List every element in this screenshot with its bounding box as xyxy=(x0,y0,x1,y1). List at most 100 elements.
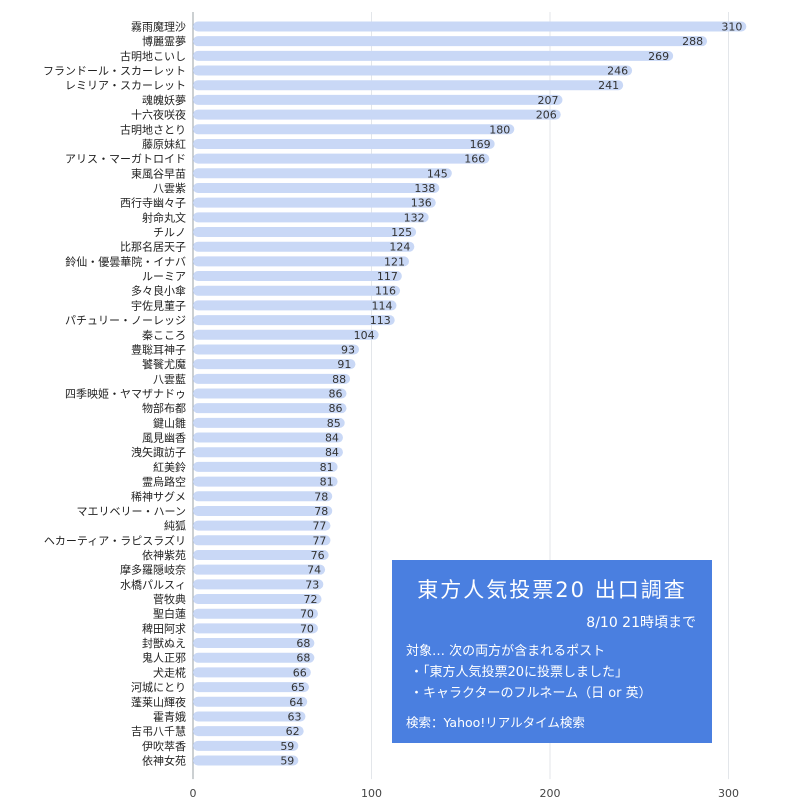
category-label: 依神紫苑 xyxy=(142,548,186,562)
bar xyxy=(193,80,624,91)
value-label: 91 xyxy=(337,358,351,371)
bar xyxy=(193,667,311,678)
info-search: 検索：Yahoo!リアルタイム検索 xyxy=(406,715,585,730)
bar xyxy=(193,344,360,355)
category-label: 純狐 xyxy=(164,519,186,533)
category-label: 霧雨魔理沙 xyxy=(131,20,186,34)
category-label: 射命丸文 xyxy=(142,210,186,224)
category-label: 西行寺幽々子 xyxy=(120,197,186,210)
value-label: 86 xyxy=(329,388,343,401)
category-label: ルーミア xyxy=(142,270,186,283)
value-label: 81 xyxy=(320,476,334,489)
bar xyxy=(193,417,345,428)
bar xyxy=(193,491,333,502)
value-label: 66 xyxy=(293,666,307,679)
category-label: 古明地こいし xyxy=(120,50,186,63)
value-label: 64 xyxy=(289,696,303,709)
value-label: 206 xyxy=(536,109,557,122)
value-label: 78 xyxy=(314,505,328,518)
category-label: 宇佐見菫子 xyxy=(131,298,186,312)
value-label: 104 xyxy=(354,329,375,342)
value-label: 269 xyxy=(648,50,669,63)
bar xyxy=(193,740,299,751)
category-label: 聖白蓮 xyxy=(153,607,186,621)
category-label: 魂魄妖夢 xyxy=(142,93,186,107)
value-label: 84 xyxy=(325,446,339,459)
category-label: パチュリー・ノーレッジ xyxy=(65,314,186,327)
value-label: 246 xyxy=(607,65,628,78)
value-label: 63 xyxy=(287,710,301,723)
category-label: 稗田阿求 xyxy=(142,621,186,635)
bar xyxy=(193,315,395,326)
value-label: 117 xyxy=(377,270,398,283)
info-condition: 対象… 次の両方が含まれるポスト xyxy=(406,644,606,659)
value-label: 288 xyxy=(682,35,703,48)
category-label: 八雲紫 xyxy=(153,182,186,195)
category-label: 古明地さとり xyxy=(120,123,186,136)
value-label: 72 xyxy=(304,593,318,606)
bar xyxy=(193,212,429,223)
category-label: 四季映姫・ヤマザナドゥ xyxy=(65,387,186,401)
value-label: 88 xyxy=(332,373,346,386)
category-label: 風見幽香 xyxy=(142,432,186,445)
value-label: 145 xyxy=(427,167,448,180)
value-label: 68 xyxy=(296,637,310,650)
bar xyxy=(193,549,329,560)
category-label: 封獣ぬえ xyxy=(142,636,186,650)
value-label: 132 xyxy=(404,211,425,224)
category-label: 河城にとり xyxy=(131,681,186,694)
bar xyxy=(193,564,326,575)
category-label: 稀神サグメ xyxy=(131,489,186,503)
bar xyxy=(193,638,315,649)
category-label: 博麗霊夢 xyxy=(142,35,186,48)
bar xyxy=(193,388,347,399)
category-label: 十六夜咲夜 xyxy=(131,108,186,122)
category-label: 豊聡耳神子 xyxy=(131,342,186,356)
value-label: 166 xyxy=(464,153,485,166)
value-label: 207 xyxy=(537,94,558,107)
value-label: 77 xyxy=(312,534,326,547)
bar xyxy=(193,94,563,105)
info-title: 東方人気投票20 出口調査 xyxy=(417,578,687,602)
category-label: ヘカーティア・ラピスラズリ xyxy=(44,533,186,547)
bar xyxy=(193,65,633,76)
value-label: 62 xyxy=(286,725,300,738)
category-label: 吉弔八千慧 xyxy=(131,724,186,738)
category-label: 洩矢諏訪子 xyxy=(131,445,186,459)
bar xyxy=(193,652,315,663)
category-label: 藤原妹紅 xyxy=(142,138,186,151)
bar xyxy=(193,608,318,619)
value-label: 114 xyxy=(371,299,392,312)
category-label: 秦こころ xyxy=(142,328,186,342)
bar xyxy=(193,594,322,605)
bar xyxy=(193,50,674,61)
bar xyxy=(193,241,415,252)
bar xyxy=(193,197,436,208)
bar xyxy=(193,182,440,193)
category-label: 鈴仙・優曇華院・イナバ xyxy=(65,254,186,268)
value-label: 81 xyxy=(320,461,334,474)
bar xyxy=(193,520,331,531)
value-label: 113 xyxy=(370,314,391,327)
category-label: フランドール・スカーレット xyxy=(43,65,186,78)
value-label: 59 xyxy=(280,755,294,768)
value-label: 138 xyxy=(414,182,435,195)
value-label: 70 xyxy=(300,622,314,635)
bar xyxy=(193,535,331,546)
bar xyxy=(193,447,343,458)
bar xyxy=(193,138,495,149)
value-label: 310 xyxy=(721,21,742,34)
bar xyxy=(193,461,338,472)
bar xyxy=(193,256,409,267)
category-label: 鍵山雛 xyxy=(153,416,186,430)
category-label: 蓬莱山輝夜 xyxy=(131,695,186,709)
bar xyxy=(193,711,306,722)
category-label: 霊烏路空 xyxy=(142,475,186,489)
info-date: 8/10 21時頃まで xyxy=(586,615,696,631)
value-label: 78 xyxy=(314,490,328,503)
bar xyxy=(193,403,347,414)
bar xyxy=(193,682,310,693)
category-label: 紅美鈴 xyxy=(153,460,186,474)
category-label: 東風谷早苗 xyxy=(131,167,186,180)
bar xyxy=(193,300,397,311)
